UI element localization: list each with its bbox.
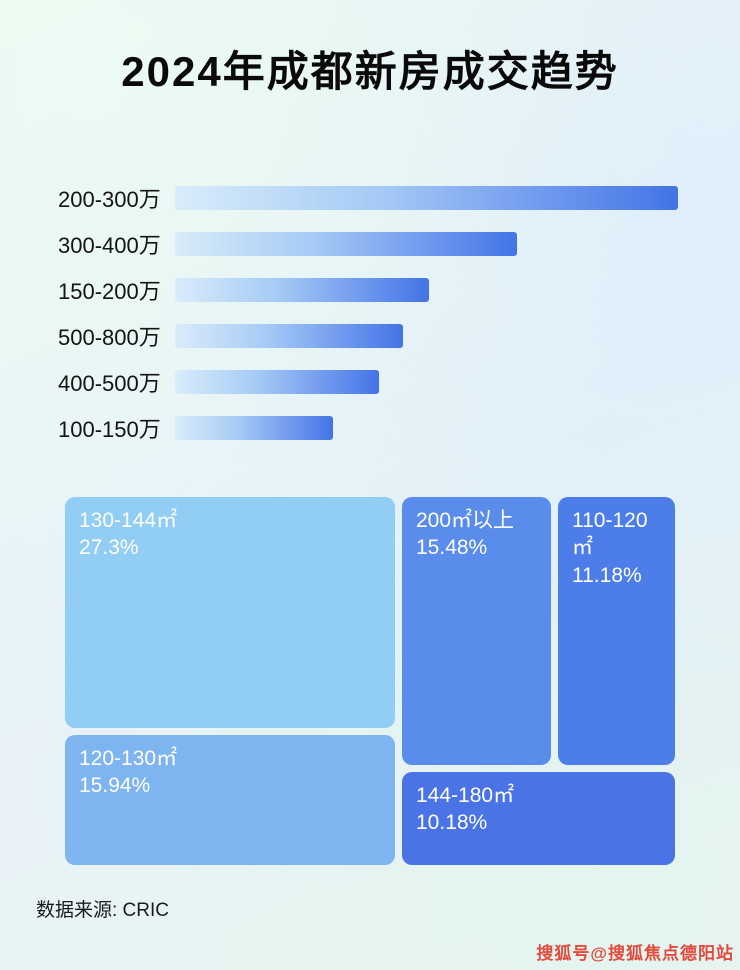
treemap-block-144-180: 144-180㎡ 10.18%: [402, 772, 675, 865]
treemap-block-label: 200㎡以上: [416, 509, 515, 532]
price-range-bar-chart: 200-300万 300-400万 150-200万 500-800万 400-…: [58, 184, 678, 460]
treemap-block-value: 10.18%: [416, 811, 488, 835]
treemap-block-label: 120-130㎡: [79, 747, 178, 770]
bar-row: 500-800万: [58, 322, 678, 350]
bar: [175, 231, 518, 256]
bar-row: 100-150万: [58, 414, 678, 442]
bar-label: 100-150万: [58, 416, 161, 442]
bar-row: 400-500万: [58, 368, 678, 396]
data-source-label: 数据来源: CRIC: [36, 900, 170, 921]
bar-track: [175, 323, 678, 348]
page-title: 2024年成都新房成交趋势: [121, 48, 619, 95]
bar: [175, 369, 380, 394]
treemap-block-200plus: 200㎡以上 15.48%: [402, 497, 551, 765]
bar-row: 300-400万: [58, 230, 678, 258]
bar: [175, 415, 334, 440]
treemap-block-120-130: 120-130㎡ 15.94%: [65, 735, 395, 865]
bar: [175, 323, 404, 348]
treemap-block-value: 15.48%: [416, 536, 488, 560]
bar-track: [175, 277, 678, 302]
treemap-block-value: 11.18%: [572, 563, 642, 587]
treemap-block-label: 130-144㎡: [79, 509, 178, 532]
bar-label: 200-300万: [58, 186, 161, 212]
bar-label: 400-500万: [58, 370, 161, 396]
bar-track: [175, 231, 678, 256]
bar: [175, 277, 429, 302]
area-share-treemap: 130-144㎡ 27.3% 200㎡以上 15.48% 110-120㎡ 11…: [65, 497, 675, 865]
watermark-label: 搜狐号@搜狐焦点德阳站: [536, 944, 734, 963]
bar-label: 500-800万: [58, 324, 161, 350]
treemap-block-label: 110-120㎡: [572, 509, 648, 560]
bar-track: [175, 415, 678, 440]
treemap-block-130-144: 130-144㎡ 27.3%: [65, 497, 395, 728]
bar-label: 150-200万: [58, 278, 161, 304]
bar: [175, 185, 678, 210]
treemap-block-110-120: 110-120㎡ 11.18%: [558, 497, 675, 765]
treemap-block-value: 15.94%: [79, 774, 151, 798]
treemap-block-label: 144-180㎡: [416, 784, 515, 807]
bar-row: 150-200万: [58, 276, 678, 304]
bar-row: 200-300万: [58, 184, 678, 212]
bar-label: 300-400万: [58, 232, 161, 258]
bar-track: [175, 185, 678, 210]
treemap-block-value: 27.3%: [79, 536, 139, 560]
bar-track: [175, 369, 678, 394]
